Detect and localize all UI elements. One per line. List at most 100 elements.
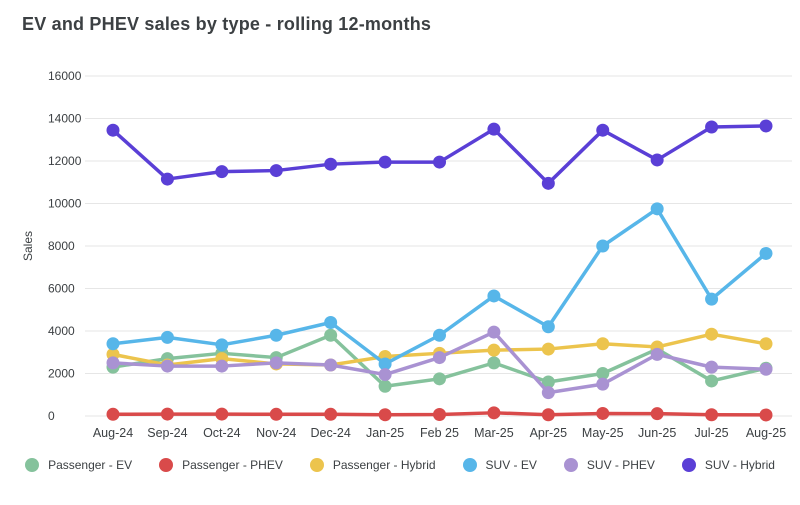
x-axis-tick-label: Oct-24 bbox=[203, 426, 241, 440]
x-axis-tick-label: Apr-25 bbox=[530, 426, 568, 440]
legend-item-passenger-phev[interactable]: Passenger - PHEV bbox=[159, 458, 283, 472]
data-point-passenger-phev[interactable] bbox=[650, 407, 664, 421]
legend-label: SUV - Hybrid bbox=[704, 458, 775, 472]
data-point-suv-ev[interactable] bbox=[541, 320, 555, 334]
data-point-passenger-phev[interactable] bbox=[596, 406, 610, 420]
line-chart-plot-area: 0 2000 4000 6000 8000 10000 12000 14000 16000 Sal… bbox=[21, 69, 792, 440]
data-point-passenger-phev[interactable] bbox=[378, 408, 392, 422]
legend-item-suv-phev[interactable]: SUV - PHEV bbox=[563, 458, 655, 472]
data-point-suv-hybrid[interactable] bbox=[160, 172, 174, 186]
legend-item-suv-ev[interactable]: SUV - EV bbox=[462, 458, 537, 472]
data-point-suv-phev[interactable] bbox=[650, 347, 664, 361]
data-point-passenger-hybrid[interactable] bbox=[487, 343, 501, 357]
data-point-suv-hybrid[interactable] bbox=[324, 157, 338, 171]
y-axis-tick-label: 10000 bbox=[48, 197, 82, 211]
data-point-passenger-ev[interactable] bbox=[378, 379, 392, 393]
data-point-passenger-phev[interactable] bbox=[487, 406, 501, 420]
data-point-suv-ev[interactable] bbox=[378, 357, 392, 371]
legend-label: SUV - PHEV bbox=[586, 458, 655, 472]
chart-legend: Passenger - EV Passenger - PHEV Passenger … bbox=[0, 458, 800, 472]
data-point-passenger-hybrid[interactable] bbox=[759, 337, 773, 351]
legend-color-dot-icon bbox=[462, 458, 477, 472]
legend-color-dot-icon bbox=[159, 458, 174, 472]
data-point-suv-phev[interactable] bbox=[106, 356, 120, 370]
data-point-passenger-hybrid[interactable] bbox=[541, 342, 555, 356]
data-point-suv-phev[interactable] bbox=[541, 386, 555, 400]
legend-item-passenger-hybrid[interactable]: Passenger - Hybrid bbox=[309, 458, 436, 472]
data-point-suv-hybrid[interactable] bbox=[269, 164, 283, 178]
y-axis-tick-label: 8000 bbox=[48, 239, 75, 253]
data-point-suv-ev[interactable] bbox=[650, 202, 664, 216]
x-axis-tick-label: Aug-25 bbox=[746, 426, 786, 440]
data-point-suv-hybrid[interactable] bbox=[596, 123, 610, 137]
legend-label: Passenger - PHEV bbox=[182, 458, 283, 472]
data-point-passenger-ev[interactable] bbox=[433, 372, 446, 386]
y-axis-tick-label: 6000 bbox=[48, 282, 75, 296]
data-point-suv-phev[interactable] bbox=[269, 356, 283, 370]
data-point-suv-ev[interactable] bbox=[106, 337, 120, 351]
data-point-suv-ev[interactable] bbox=[433, 328, 446, 342]
data-point-passenger-ev[interactable] bbox=[705, 374, 719, 388]
data-point-suv-phev[interactable] bbox=[160, 359, 174, 373]
x-axis-tick-label: Jan-25 bbox=[366, 426, 404, 440]
data-point-suv-hybrid[interactable] bbox=[106, 123, 120, 137]
data-point-suv-phev[interactable] bbox=[378, 368, 392, 382]
data-point-suv-ev[interactable] bbox=[759, 246, 773, 260]
data-point-passenger-phev[interactable] bbox=[705, 408, 719, 422]
data-point-passenger-phev[interactable] bbox=[324, 407, 338, 421]
data-point-passenger-phev[interactable] bbox=[106, 407, 120, 421]
y-axis-tick-label: 2000 bbox=[48, 367, 75, 381]
data-point-suv-hybrid[interactable] bbox=[215, 165, 229, 179]
data-point-passenger-phev[interactable] bbox=[160, 407, 174, 421]
legend-color-dot-icon bbox=[681, 458, 696, 472]
y-axis-tick-label: 14000 bbox=[48, 112, 82, 126]
data-point-passenger-phev[interactable] bbox=[759, 408, 773, 422]
legend-item-passenger-ev[interactable]: Passenger - EV bbox=[25, 458, 132, 472]
legend-item-suv-hybrid[interactable]: SUV - Hybrid bbox=[681, 458, 775, 472]
data-point-passenger-hybrid[interactable] bbox=[705, 327, 719, 341]
data-point-passenger-phev[interactable] bbox=[269, 407, 283, 421]
data-point-suv-hybrid[interactable] bbox=[487, 122, 501, 136]
data-point-suv-ev[interactable] bbox=[160, 330, 174, 344]
data-point-passenger-phev[interactable] bbox=[541, 408, 555, 422]
x-axis-tick-label: Sep-24 bbox=[147, 426, 187, 440]
data-point-suv-ev[interactable] bbox=[324, 316, 338, 329]
data-point-suv-phev[interactable] bbox=[324, 358, 338, 372]
series-line-suv-hybrid bbox=[111, 124, 768, 186]
chart-title: EV and PHEV sales by type - rolling 12-m… bbox=[22, 14, 432, 34]
data-point-suv-hybrid[interactable] bbox=[759, 119, 773, 133]
y-axis-tick-label: 16000 bbox=[48, 69, 82, 83]
data-point-suv-ev[interactable] bbox=[269, 328, 283, 342]
data-point-suv-ev[interactable] bbox=[596, 239, 610, 253]
legend-label: Passenger - Hybrid bbox=[332, 458, 436, 472]
data-point-passenger-phev[interactable] bbox=[215, 407, 229, 421]
data-point-suv-phev[interactable] bbox=[705, 360, 719, 374]
legend-color-dot-icon bbox=[563, 458, 578, 472]
data-point-passenger-ev[interactable] bbox=[487, 356, 501, 370]
data-point-suv-phev[interactable] bbox=[215, 359, 229, 373]
data-point-passenger-phev[interactable] bbox=[433, 408, 446, 422]
data-point-passenger-hybrid[interactable] bbox=[596, 337, 610, 351]
data-point-suv-phev[interactable] bbox=[433, 351, 446, 365]
legend-color-dot-icon bbox=[25, 458, 40, 472]
data-point-suv-ev[interactable] bbox=[487, 289, 501, 303]
data-point-suv-phev[interactable] bbox=[487, 325, 501, 339]
data-point-suv-ev[interactable] bbox=[215, 338, 229, 352]
data-point-passenger-ev[interactable] bbox=[596, 367, 610, 380]
data-point-suv-ev[interactable] bbox=[705, 292, 719, 306]
data-point-passenger-ev[interactable] bbox=[541, 375, 555, 389]
y-axis-tick-label: 12000 bbox=[48, 154, 82, 168]
data-point-suv-phev[interactable] bbox=[759, 362, 773, 376]
x-axis-tick-label: May-25 bbox=[582, 426, 624, 440]
data-point-suv-hybrid[interactable] bbox=[378, 155, 392, 169]
data-point-suv-phev[interactable] bbox=[596, 377, 610, 391]
x-axis-tick-label: Jun-25 bbox=[638, 426, 676, 440]
x-axis-tick-label: Feb 25 bbox=[420, 426, 459, 440]
data-point-suv-hybrid[interactable] bbox=[705, 120, 719, 134]
data-point-suv-hybrid[interactable] bbox=[650, 153, 664, 167]
data-point-passenger-ev[interactable] bbox=[324, 328, 338, 342]
y-axis-tick-label: 0 bbox=[48, 409, 55, 423]
data-point-suv-hybrid[interactable] bbox=[541, 176, 555, 190]
data-point-suv-hybrid[interactable] bbox=[433, 155, 446, 169]
